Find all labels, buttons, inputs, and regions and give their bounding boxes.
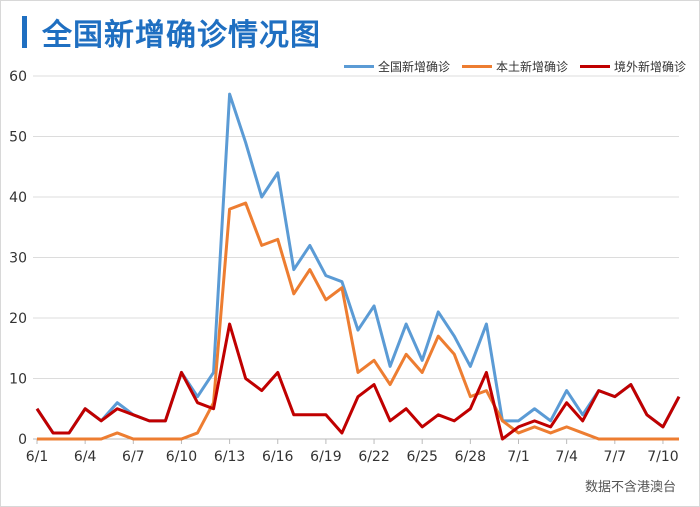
y-tick-label: 40 (9, 190, 27, 206)
x-tick-label: 6/13 (214, 449, 245, 465)
y-tick-label: 20 (9, 311, 27, 327)
y-tick-label: 30 (9, 251, 27, 267)
x-tick-label: 7/7 (604, 449, 627, 465)
legend-swatch (579, 65, 610, 68)
legend-item: 本土新增确诊 (461, 58, 568, 75)
y-tick-label: 50 (9, 130, 27, 146)
x-tick-label: 7/1 (507, 449, 530, 465)
y-tick-label: 0 (18, 432, 27, 448)
footnote: 数据不含港澳台 (584, 480, 676, 495)
legend-label: 本土新增确诊 (495, 60, 568, 74)
legend-swatch (461, 65, 492, 68)
y-tick-label: 10 (9, 372, 27, 388)
x-tick-label: 6/25 (406, 449, 437, 465)
x-tick-label: 6/10 (166, 449, 197, 465)
chart-title: 全国新增确诊情况图 (42, 18, 321, 53)
legend: 全国新增确诊 本土新增确诊 境外新增确诊 (343, 58, 686, 75)
legend-item: 境外新增确诊 (579, 58, 686, 75)
x-tick-label: 7/10 (647, 449, 678, 465)
series-line-1 (35, 92, 681, 435)
x-tick-label: 6/7 (122, 449, 145, 465)
x-tick-label: 7/4 (555, 449, 578, 465)
legend-label: 境外新增确诊 (613, 60, 686, 74)
series-line-2 (37, 201, 679, 441)
x-tick-label: 6/19 (310, 449, 341, 465)
legend-swatch (343, 65, 374, 68)
x-tick-label: 6/16 (262, 449, 294, 465)
x-tick-label: 6/22 (358, 449, 389, 465)
series-line-3 (35, 322, 681, 441)
legend-item: 全国新增确诊 (343, 58, 450, 75)
x-tick-label: 6/1 (26, 449, 49, 465)
title-accent-bar (22, 16, 27, 48)
x-tick-label: 6/28 (455, 449, 486, 465)
x-tick-label: 6/4 (74, 449, 97, 465)
y-tick-label: 60 (9, 69, 27, 85)
legend-label: 全国新增确诊 (377, 60, 450, 74)
